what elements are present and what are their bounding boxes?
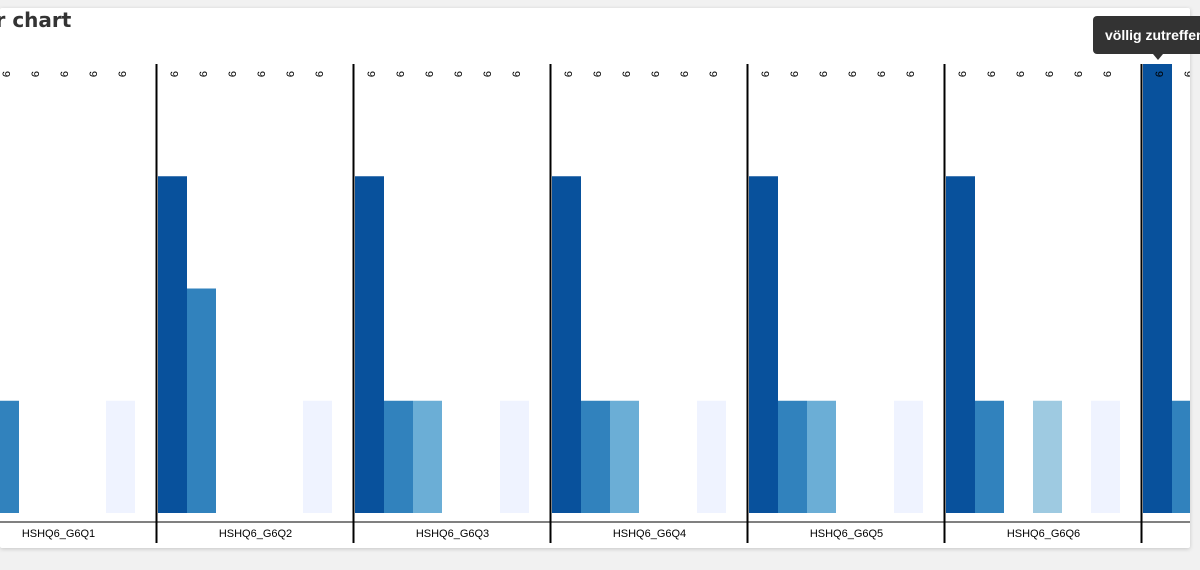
bar-value-label: 9 (1072, 71, 1084, 77)
bar-value-label: 9 (29, 71, 41, 77)
bar-value-label: 9 (0, 71, 12, 77)
bar (384, 400, 413, 513)
category-label: HSHQ6_G6Q4 (613, 528, 686, 540)
bar-value-label: 9 (255, 71, 267, 77)
bar-value-label: 9 (846, 71, 858, 77)
bar-value-label: 9 (284, 71, 296, 77)
bar (413, 400, 442, 513)
category-label: HSHQ6_G6Q6 (1007, 528, 1080, 540)
category-label: HSHQ6_G6Q1 (22, 528, 95, 540)
bar-value-label: 9 (481, 71, 493, 77)
bar-value-label: 9 (313, 71, 325, 77)
bar-value-label: 9 (620, 71, 632, 77)
bar (946, 176, 975, 513)
bar-value-label: 9 (394, 71, 406, 77)
bar (610, 400, 639, 513)
category-label: HSHQ6_G6Q2 (219, 528, 292, 540)
chart-card: ar chart 9 9 9 9 9 9 HSHQ6_G6Q1 9 9 9 9 9 9 HSHQ6_G6Q… (0, 8, 1190, 548)
bar (1172, 400, 1190, 513)
bar (158, 176, 187, 513)
bar-chart: 9 9 9 9 9 9 HSHQ6_G6Q1 9 9 9 9 9 9 HSHQ6_G6Q2 9 9 9 9 9 9 HS… (0, 64, 1191, 543)
category-label: HSHQ6_G6Q5 (810, 528, 883, 540)
bar (807, 400, 836, 513)
bar-value-label: 9 (423, 71, 435, 77)
bar-value-label: 9 (197, 71, 209, 77)
bar-value-label: 9 (116, 71, 128, 77)
bar-value-label: 9 (678, 71, 690, 77)
bar (1091, 400, 1120, 513)
bar-value-label: 9 (1101, 71, 1113, 77)
bar-value-label: 9 (1043, 71, 1055, 77)
bar (778, 400, 807, 513)
bar-value-label: 9 (904, 71, 916, 77)
bar (749, 176, 778, 513)
bar-value-label: 9 (1182, 71, 1191, 77)
bar (894, 400, 923, 513)
bar-value-label: 9 (58, 71, 70, 77)
category-label: HSHQ6_G6Q3 (416, 528, 489, 540)
bar (106, 400, 135, 513)
bar (581, 400, 610, 513)
bar-value-label: 9 (759, 71, 771, 77)
bar (975, 400, 1004, 513)
bar-value-label: 9 (365, 71, 377, 77)
bar (355, 176, 384, 513)
bar-value-label: 9 (1014, 71, 1026, 77)
bar-value-label: 9 (956, 71, 968, 77)
bar (303, 400, 332, 513)
bar-value-label: 9 (985, 71, 997, 77)
bar-value-label: 9 (510, 71, 522, 77)
bar (500, 400, 529, 513)
bar (1143, 64, 1172, 513)
bar (187, 288, 216, 513)
bar (1033, 400, 1062, 513)
bar-value-label: 9 (591, 71, 603, 77)
bar-value-label: 9 (707, 71, 719, 77)
chart-tooltip: völlig zutreffend (1093, 16, 1200, 54)
bar-value-label: 9 (562, 71, 574, 77)
bar-value-label: 9 (452, 71, 464, 77)
tooltip-arrow (1153, 54, 1163, 60)
bar-value-label: 9 (87, 71, 99, 77)
bar (697, 400, 726, 513)
bar-value-label: 9 (168, 71, 180, 77)
bar-value-label: 9 (226, 71, 238, 77)
bar-value-label: 9 (788, 71, 800, 77)
bar-value-label: 9 (875, 71, 887, 77)
bar-value-label: 9 (1153, 71, 1165, 77)
chart-title: ar chart (0, 8, 72, 32)
bar-value-label: 9 (817, 71, 829, 77)
bar (552, 176, 581, 513)
bar (0, 400, 19, 513)
bar-value-label: 9 (649, 71, 661, 77)
